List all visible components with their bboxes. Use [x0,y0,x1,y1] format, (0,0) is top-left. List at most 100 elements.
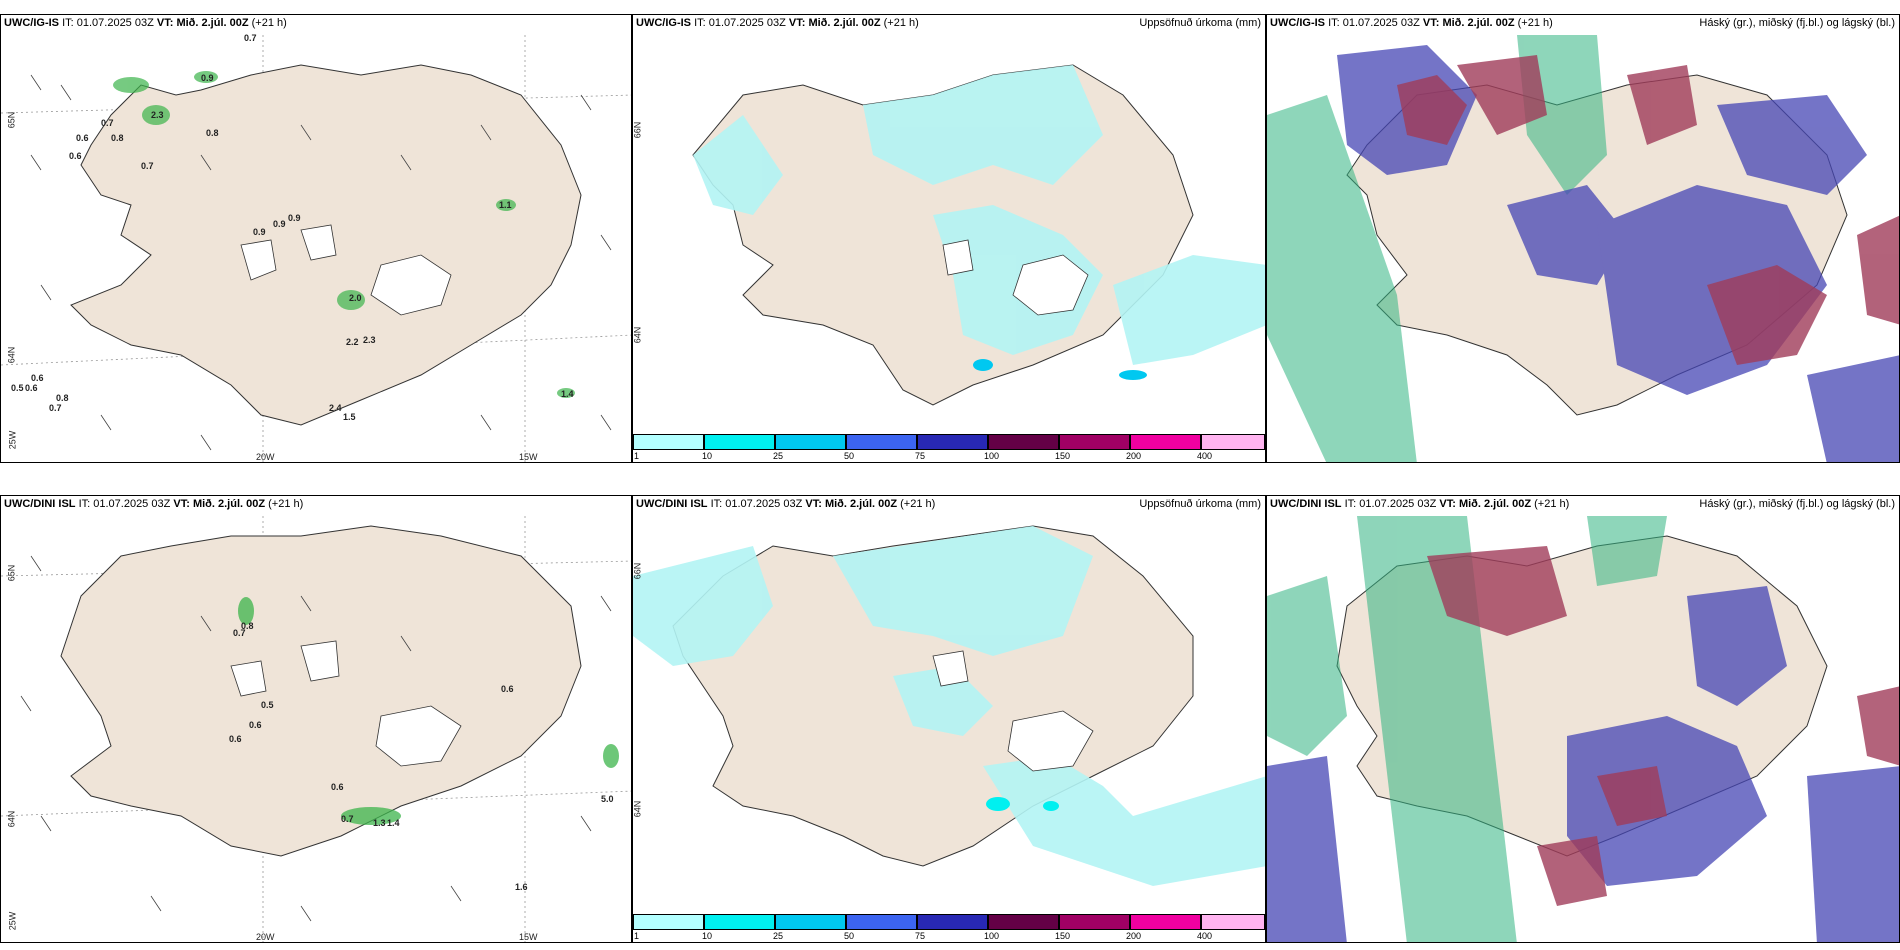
glacier [300,224,337,261]
value-label: 0.7 [341,814,354,824]
precip-heavy [973,359,1147,380]
lon-label: 20W [256,932,275,942]
glacier [240,239,277,281]
colorbar-label: 100 [984,931,1000,941]
value-label: 2.3 [151,110,164,120]
value-label: 0.8 [206,128,219,138]
value-label: 0.7 [101,118,114,128]
lat-label: 64N [6,346,17,364]
precip-map-bottom[interactable] [633,516,1266,916]
glacier [230,660,267,697]
panel-title: Háský (gr.), miðský (fj.bl.) og lágský (… [1699,17,1895,29]
value-label: 2.4 [329,403,342,413]
value-label: 1.4 [387,818,400,828]
colorbar-swatch [633,914,704,930]
colorbar: 1 10 25 50 75 100 150 200 400 [633,434,1265,462]
wind-map-bottom[interactable] [1,516,632,943]
panel-header: UWC/IG-IS IT: 01.07.2025 03Z VT: Mið. 2.… [1270,17,1553,29]
colorbar-swatch [1201,434,1265,450]
colorbar-label: 10 [702,451,713,461]
colorbar-label: 1 [634,931,640,941]
colorbar-swatch [1130,434,1201,450]
low-cloud-areas [1267,586,1899,942]
precip-map-top[interactable] [633,35,1266,436]
panel-title: Uppsöfnuð úrkoma (mm) [1139,498,1261,510]
panel-bottom-wind: UWC/DINI ISL IT: 01.07.2025 03Z VT: Mið.… [0,495,632,943]
lat-label: 64N [6,810,17,828]
colorbar-swatch [917,914,988,930]
colorbar-label: 150 [1055,451,1071,461]
colorbar: 1 10 25 50 75 100 150 200 400 [633,914,1265,942]
value-label: 5.0 [601,794,614,804]
colorbar-label: 50 [844,931,855,941]
panel-top-precip: UWC/IG-IS IT: 01.07.2025 03Z VT: Mið. 2.… [632,14,1266,463]
lat-label: 64N [632,800,643,818]
value-label: 0.9 [273,219,286,229]
colorbar-swatch [1201,914,1265,930]
colorbar-label: 100 [984,451,1000,461]
lon-label: 25W [7,430,18,450]
colorbar-label: 200 [1126,451,1142,461]
value-label: 0.6 [69,151,82,161]
colorbar-swatch [917,434,988,450]
colorbar-label: 75 [915,931,926,941]
value-label: 0.6 [25,383,38,393]
lat-label: 65N [6,111,17,129]
panel-header: UWC/DINI ISL IT: 01.07.2025 03Z VT: Mið.… [636,498,936,510]
precip-green-areas [113,71,575,398]
wind-map-top[interactable] [1,35,632,463]
colorbar-label: 150 [1055,931,1071,941]
panel-header: UWC/DINI ISL IT: 01.07.2025 03Z VT: Mið.… [1270,498,1570,510]
colorbar-swatch [704,914,775,930]
panel-bottom-precip: UWC/DINI ISL IT: 01.07.2025 03Z VT: Mið.… [632,495,1266,943]
value-label: 0.6 [501,684,514,694]
value-label: 1.4 [561,389,574,399]
lon-label: 15W [519,932,538,942]
lon-label: 20W [256,452,275,462]
colorbar-swatch [633,434,704,450]
colorbar-label: 25 [773,451,784,461]
value-label: 0.7 [49,403,62,413]
lat-label: 66N [632,121,643,139]
glacier [370,254,452,316]
lat-label: 66N [632,562,643,580]
lon-label: 25W [7,911,18,931]
cloud-map-top[interactable] [1267,35,1900,463]
glacier [1012,254,1089,316]
precip-heavy [986,797,1059,811]
value-label: 0.6 [76,133,89,143]
colorbar-swatch [775,434,846,450]
value-label: 0.6 [229,734,242,744]
colorbar-label: 400 [1197,931,1213,941]
lat-label: 65N [6,564,17,582]
panel-header: UWC/IG-IS IT: 01.07.2025 03Z VT: Mið. 2.… [636,17,919,29]
panel-top-wind: UWC/IG-IS IT: 01.07.2025 03Z VT: Mið. 2.… [0,14,632,463]
colorbar-swatch [1059,434,1130,450]
lat-label: 64N [632,326,643,344]
precip-green-areas [238,597,619,825]
cloud-map-bottom[interactable] [1267,516,1900,943]
colorbar-swatch [704,434,775,450]
colorbar-swatch [775,914,846,930]
value-label: 0.6 [31,373,44,383]
value-label: 0.7 [244,33,257,43]
value-label: 2.3 [363,335,376,345]
colorbar-label: 50 [844,451,855,461]
glacier [1007,710,1094,772]
value-label: 2.2 [346,337,359,347]
colorbar-label: 400 [1197,451,1213,461]
colorbar-label: 1 [634,451,640,461]
wind-barbs [20,555,612,922]
colorbar-label: 75 [915,451,926,461]
panel-header: UWC/IG-IS IT: 01.07.2025 03Z VT: Mið. 2.… [4,17,287,29]
glacier [375,705,462,767]
value-label: 1.5 [343,412,356,422]
value-label: 0.9 [201,73,214,83]
colorbar-swatch [846,914,917,930]
value-label: 0.7 [141,161,154,171]
value-label: 0.5 [261,700,274,710]
value-label: 1.1 [499,200,512,210]
panel-bottom-clouds: UWC/DINI ISL IT: 01.07.2025 03Z VT: Mið.… [1266,495,1900,943]
iceland-land [60,525,582,857]
value-label: 0.8 [111,133,124,143]
